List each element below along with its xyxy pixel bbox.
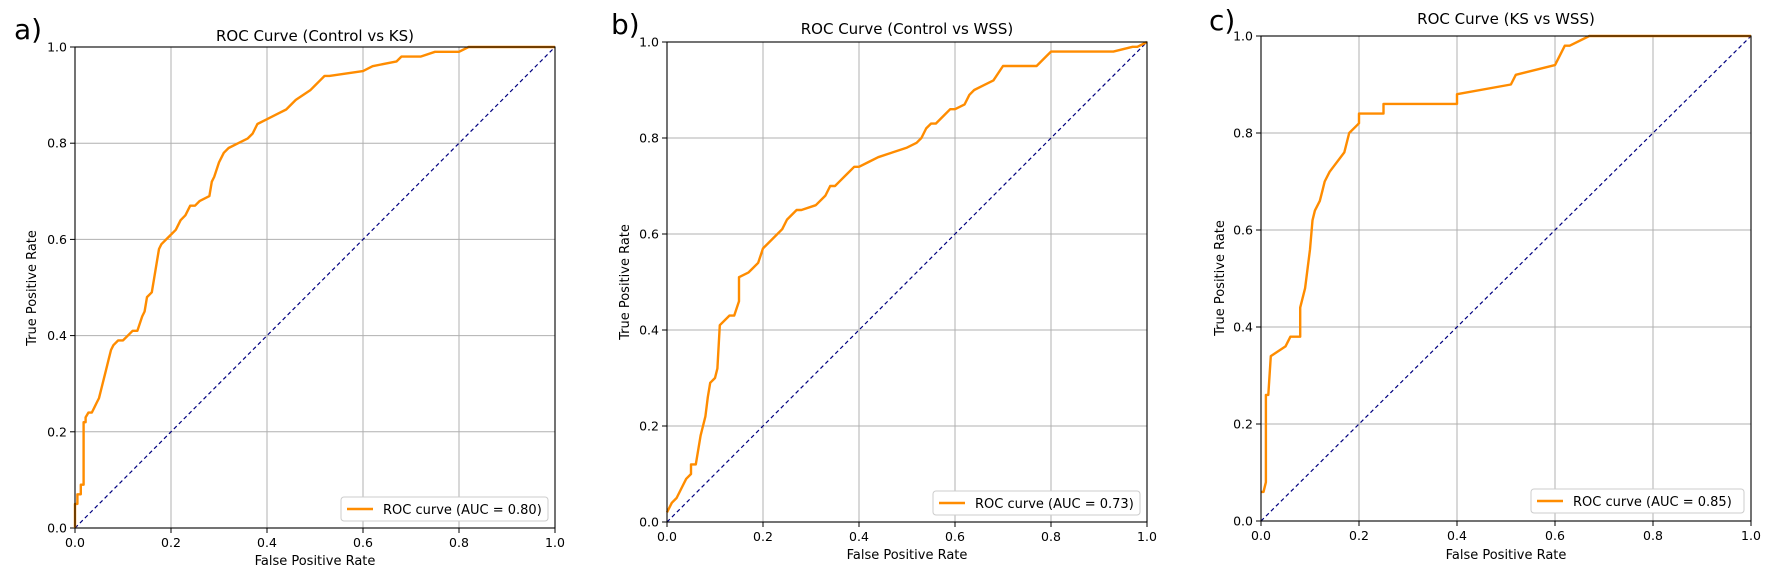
series-layer	[1260, 34, 1752, 522]
series-layer	[665, 40, 1148, 523]
x-tick-labels: 0.0 0.2 0.4 0.6 0.8 1.0	[657, 529, 1157, 544]
legend-box	[932, 490, 1141, 516]
y-tick-label: 0.2	[639, 419, 659, 434]
chart-title: ROC Curve (KS vs WSS)	[1417, 10, 1595, 28]
chart-title: ROC Curve (Control vs WSS)	[801, 20, 1014, 38]
y-tick-label: 0.6	[1233, 223, 1253, 238]
panel-a: a) ROC Curve (Control vs KS) 0.0 0.2 0.4 0.…	[14, 13, 565, 569]
y-tick-label: 1.0	[1233, 29, 1253, 44]
roc-curve-line	[73, 45, 555, 528]
y-axis-label: True Positive Rate	[618, 224, 633, 341]
y-tick-label: 0.6	[639, 227, 659, 242]
roc-curve-line	[665, 40, 1148, 513]
x-tick-label: 0.4	[849, 529, 869, 544]
axis-ticks	[1256, 35, 1752, 526]
legend-label: ROC curve (AUC = 0.73)	[975, 497, 1134, 512]
legend-box	[340, 496, 549, 522]
y-tick-label: 0.2	[1233, 417, 1253, 432]
plot-frame	[666, 41, 1148, 523]
axis-ticks	[662, 41, 1148, 527]
plot-frame	[74, 46, 556, 529]
plot-frame	[1260, 35, 1752, 522]
y-tick-label: 0.4	[47, 328, 67, 343]
series-layer	[73, 45, 556, 529]
chart-title: ROC Curve (Control vs KS)	[216, 27, 414, 45]
x-tick-label: 1.0	[545, 535, 565, 550]
y-tick-label: 0.8	[47, 136, 67, 151]
y-tick-label: 0.6	[47, 232, 67, 247]
legend-box	[1530, 488, 1745, 514]
x-tick-label: 0.8	[1643, 528, 1663, 543]
y-tick-labels: 0.0 0.2 0.4 0.6 0.8 1.0	[47, 40, 67, 536]
y-tick-label: 0.0	[639, 515, 659, 530]
roc-curve-line	[1261, 34, 1751, 494]
panel-label: c)	[1209, 4, 1235, 37]
axis-ticks	[70, 46, 556, 533]
x-tick-label: 0.6	[1545, 528, 1565, 543]
x-tick-label: 0.0	[1251, 528, 1271, 543]
legend-label: ROC curve (AUC = 0.80)	[383, 503, 542, 518]
chance-diagonal-line	[74, 46, 556, 529]
panel-b: b) ROC Curve (Control vs WSS) 0.0 0.2 0.4 0…	[611, 8, 1157, 563]
x-tick-label: 0.6	[945, 529, 965, 544]
y-axis-label: True Positive Rate	[1213, 220, 1228, 337]
panel-label: a)	[14, 13, 42, 46]
x-tick-label: 0.8	[449, 535, 469, 550]
x-tick-labels: 0.0 0.2 0.4 0.6 0.8 1.0	[1251, 528, 1761, 543]
y-tick-label: 0.8	[1233, 126, 1253, 141]
x-tick-label: 0.2	[161, 535, 181, 550]
x-tick-label: 0.2	[753, 529, 773, 544]
x-axis-label: False Positive Rate	[1446, 548, 1567, 563]
x-tick-label: 0.0	[657, 529, 677, 544]
y-tick-label: 0.0	[47, 521, 67, 536]
y-tick-label: 0.4	[1233, 320, 1253, 335]
y-tick-labels: 0.0 0.2 0.4 0.6 0.8 1.0	[1233, 29, 1253, 529]
panel-label: b)	[611, 8, 640, 41]
x-tick-labels: 0.0 0.2 0.4 0.6 0.8 1.0	[65, 535, 565, 550]
x-tick-label: 1.0	[1741, 528, 1761, 543]
x-axis-label: False Positive Rate	[847, 548, 968, 563]
x-tick-label: 0.8	[1041, 529, 1061, 544]
y-axis-label: True Positive Rate	[25, 230, 40, 347]
x-tick-label: 0.2	[1349, 528, 1369, 543]
y-tick-label: 0.8	[639, 131, 659, 146]
chance-diagonal-line	[666, 41, 1148, 523]
x-axis-label: False Positive Rate	[255, 554, 376, 569]
x-tick-label: 0.6	[353, 535, 373, 550]
panel-c: c) ROC Curve (KS vs WSS) 0.0 0.2 0.4 0.6 0.8…	[1209, 4, 1761, 563]
legend: ROC curve (AUC = 0.73)	[932, 490, 1141, 516]
y-tick-label: 1.0	[47, 40, 67, 55]
y-tick-label: 0.4	[639, 323, 659, 338]
chance-diagonal-line	[1260, 35, 1752, 522]
x-tick-label: 0.0	[65, 535, 85, 550]
y-tick-label: 0.0	[1233, 514, 1253, 529]
x-tick-label: 0.4	[1447, 528, 1467, 543]
y-tick-label: 1.0	[639, 35, 659, 50]
x-tick-label: 0.4	[257, 535, 277, 550]
y-tick-labels: 0.0 0.2 0.4 0.6 0.8 1.0	[639, 35, 659, 530]
y-tick-label: 0.2	[47, 424, 67, 439]
x-tick-label: 1.0	[1137, 529, 1157, 544]
legend: ROC curve (AUC = 0.85)	[1530, 488, 1745, 514]
legend: ROC curve (AUC = 0.80)	[340, 496, 549, 522]
legend-label: ROC curve (AUC = 0.85)	[1573, 495, 1732, 510]
